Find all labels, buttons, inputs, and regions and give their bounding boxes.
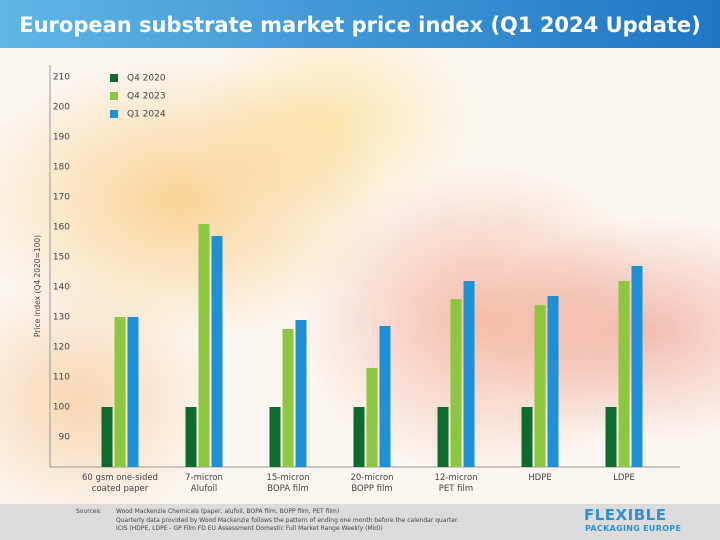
y-tick-label: 160 (53, 223, 70, 233)
logo-text: FLEXIBLE (584, 506, 667, 524)
x-tick-label: 15-micron BOPA film (266, 473, 310, 494)
bar (631, 266, 643, 467)
bar (437, 407, 449, 467)
bar (605, 407, 617, 467)
legend-swatch (110, 74, 118, 82)
y-tick-label: 110 (53, 373, 70, 383)
bar (127, 317, 139, 467)
bar (534, 305, 546, 467)
bar (198, 224, 210, 467)
bar (521, 407, 533, 467)
bar (353, 407, 365, 467)
bar (101, 407, 113, 467)
x-tick-label: 12-micron PET film (434, 473, 478, 494)
source-line: ICIS (HDPE, LDPE - GP Film FD EU Assessm… (116, 525, 383, 532)
y-tick-label: 200 (53, 103, 70, 113)
y-tick-label: 210 (53, 73, 70, 83)
bar (114, 317, 126, 467)
legend-label: Q1 2024 (127, 110, 166, 120)
legend-swatch (110, 110, 118, 118)
bar (211, 236, 223, 467)
source-line: Wood Mackenzie Chemicals (paper, alufoil… (116, 508, 340, 515)
sources-label: Sources: (76, 508, 102, 515)
bar (450, 299, 462, 467)
y-tick-label: 170 (53, 193, 70, 203)
y-tick-label: 100 (53, 403, 70, 413)
source-line: Quarterly data provided by Wood Mackenzi… (116, 516, 459, 524)
title-banner (0, 0, 720, 48)
x-tick-label: 7-micron Alufoil (185, 473, 223, 494)
bar (379, 326, 391, 467)
x-tick-label: HDPE (528, 473, 552, 483)
y-tick-label: 90 (59, 433, 71, 443)
bar (463, 281, 475, 467)
y-tick-label: 150 (53, 253, 70, 263)
bar (295, 320, 307, 467)
bar (269, 407, 281, 467)
y-tick-label: 140 (53, 283, 70, 293)
y-tick-label: 180 (53, 163, 70, 173)
y-tick-label: 130 (53, 313, 70, 323)
x-tick-label: LDPE (613, 473, 635, 483)
bar (185, 407, 197, 467)
bar (547, 296, 559, 467)
x-tick-label: 20-micron BOPP film (350, 473, 394, 494)
bar (366, 368, 378, 467)
x-tick-label: 60 gsm one-sided coated paper (81, 473, 159, 494)
legend-label: Q4 2023 (127, 92, 166, 102)
bar (618, 281, 630, 467)
logo-subtext: PACKAGING EUROPE (585, 524, 682, 533)
legend-swatch (110, 92, 118, 100)
y-axis-label: Price index (Q4 2020=100) (33, 235, 42, 337)
bar (282, 329, 294, 467)
chart-title: European substrate market price index (Q… (19, 13, 701, 37)
footer (0, 504, 720, 540)
y-tick-label: 120 (53, 343, 70, 353)
legend-label: Q4 2020 (127, 74, 166, 84)
y-tick-label: 190 (53, 133, 70, 143)
